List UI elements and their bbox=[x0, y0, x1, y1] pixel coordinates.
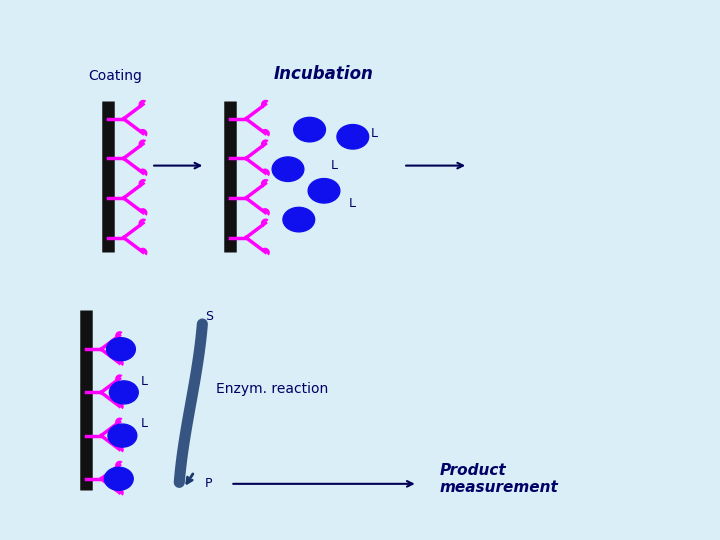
Ellipse shape bbox=[109, 381, 138, 404]
Text: P: P bbox=[205, 477, 212, 490]
Text: Enzym. reaction: Enzym. reaction bbox=[216, 382, 328, 396]
Ellipse shape bbox=[294, 117, 325, 142]
Text: Coating: Coating bbox=[89, 69, 142, 83]
Text: Product
measurement: Product measurement bbox=[439, 463, 558, 495]
Ellipse shape bbox=[107, 338, 135, 361]
Ellipse shape bbox=[108, 424, 137, 447]
Text: Incubation: Incubation bbox=[274, 65, 374, 83]
Text: L: L bbox=[371, 127, 378, 140]
Text: S: S bbox=[205, 310, 213, 323]
Text: L: L bbox=[349, 197, 356, 210]
Ellipse shape bbox=[337, 125, 369, 149]
Text: L: L bbox=[331, 159, 338, 172]
Ellipse shape bbox=[308, 179, 340, 203]
Text: L: L bbox=[140, 417, 148, 430]
Text: L: L bbox=[140, 375, 148, 388]
Ellipse shape bbox=[104, 467, 133, 490]
Ellipse shape bbox=[283, 207, 315, 232]
Ellipse shape bbox=[272, 157, 304, 181]
